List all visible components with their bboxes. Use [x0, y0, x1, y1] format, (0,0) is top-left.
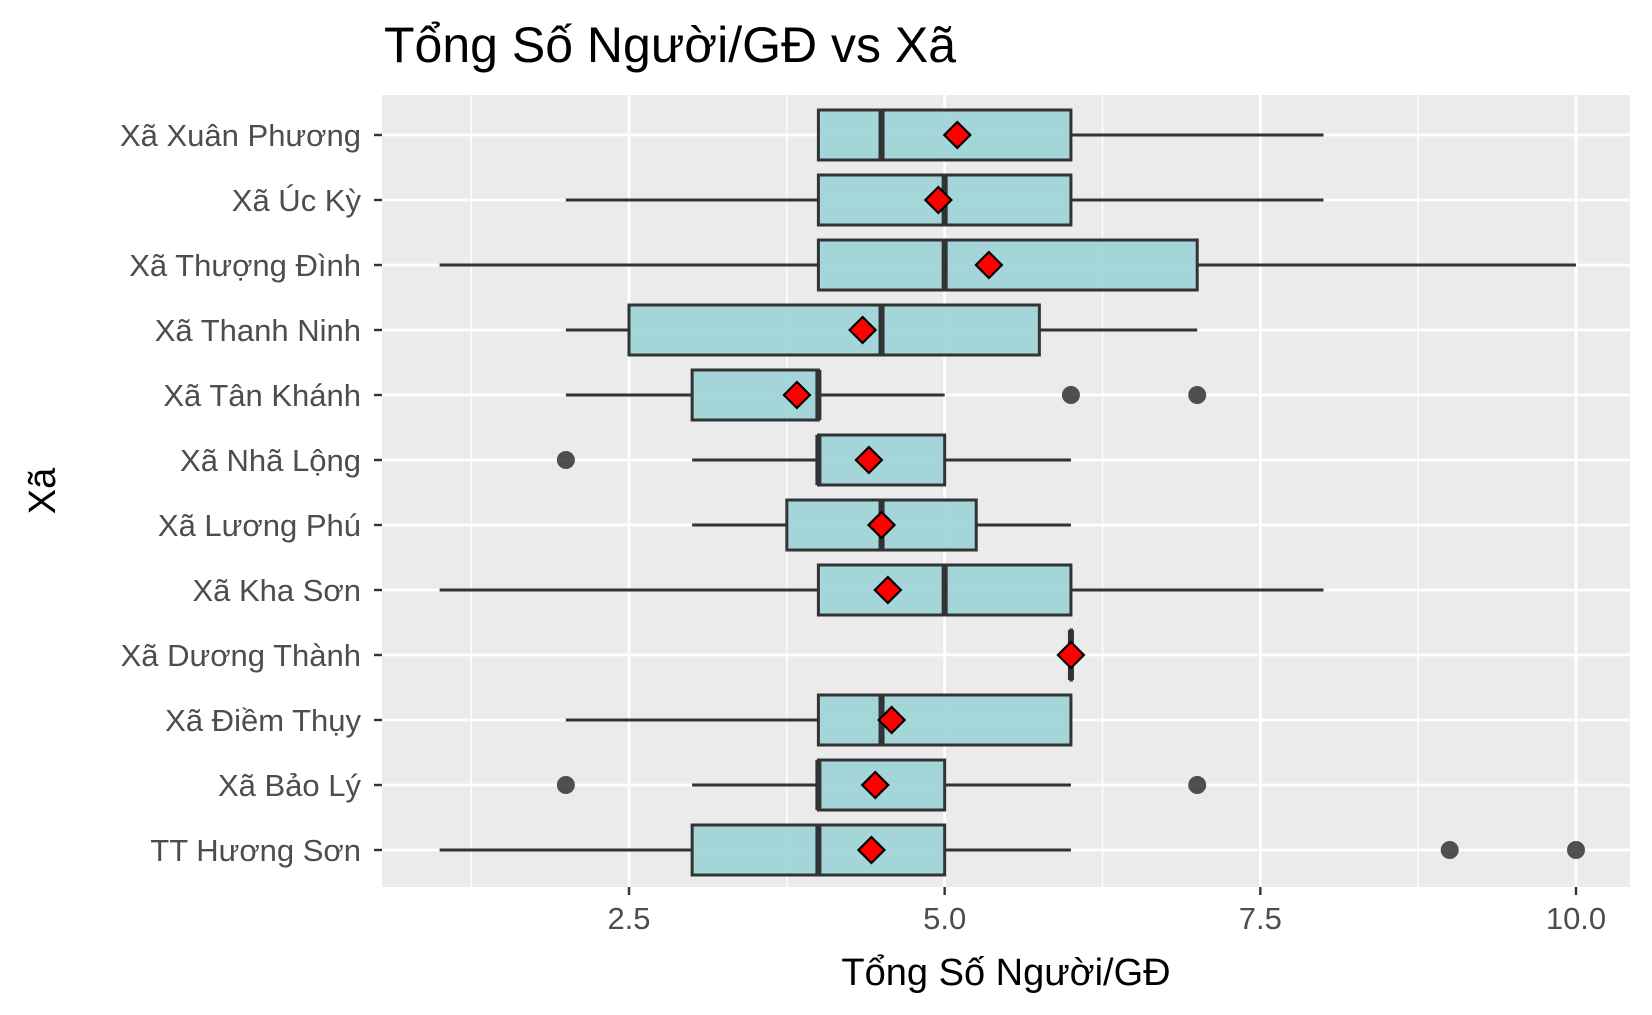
- mean-marker: [923, 185, 953, 215]
- box-iqr: [627, 303, 1041, 357]
- box-group: [816, 108, 1324, 162]
- y-axis: Xã Xuân Phương Xã Úc Kỳ Xã Thượng Đình Xã T…: [120, 118, 382, 868]
- box-group: [692, 498, 1071, 552]
- outlier-point: [556, 776, 575, 794]
- y-tick-label: Xã Kha Sơn: [192, 573, 361, 608]
- box-group: [565, 303, 1198, 357]
- outlier-point: [1188, 386, 1207, 404]
- mean-marker: [877, 705, 907, 735]
- box-group: [556, 758, 1207, 812]
- box-iqr: [816, 693, 1073, 747]
- x-tick-label: 5.0: [923, 901, 966, 936]
- chart-title: Tổng Số Người/GĐ vs Xã: [384, 17, 956, 73]
- y-tick-label: Xã Thượng Đình: [129, 248, 361, 283]
- mean-marker: [974, 250, 1004, 280]
- box-group: [565, 368, 1207, 422]
- mean-marker: [782, 380, 812, 410]
- box-group: [565, 693, 1073, 747]
- y-tick-label: Xã Dương Thành: [121, 638, 361, 673]
- box-group: [565, 173, 1324, 227]
- box-series: [439, 108, 1585, 877]
- x-tick-label: 2.5: [607, 901, 650, 936]
- outlier-point: [556, 451, 575, 469]
- y-tick-label: Xã Bảo Lý: [218, 768, 362, 803]
- box-group: [439, 238, 1576, 292]
- y-tick-label: TT Hương Sơn: [150, 833, 361, 868]
- y-axis-title: Xã: [22, 467, 64, 514]
- x-axis: 2.5 5.0 7.5 10.0: [607, 887, 1606, 936]
- outlier-point: [1188, 776, 1207, 794]
- box-iqr: [816, 238, 1199, 292]
- mean-marker: [854, 445, 884, 475]
- outlier-point: [1567, 841, 1585, 859]
- y-tick-label: Xã Xuân Phương: [120, 118, 361, 153]
- mean-marker: [942, 120, 972, 150]
- mean-marker: [856, 835, 886, 865]
- x-tick-label: 10.0: [1546, 901, 1606, 936]
- y-tick-label: Xã Úc Kỳ: [232, 183, 362, 218]
- x-tick-label: 7.5: [1239, 901, 1282, 936]
- mean-marker: [866, 510, 897, 540]
- y-tick-label: Xã Tân Khánh: [163, 378, 361, 413]
- y-tick-label: Xã Điềm Thụy: [165, 703, 361, 738]
- y-tick-label: Xã Nhã Lộng: [180, 443, 361, 478]
- minor-gridlines: [470, 95, 1419, 887]
- box-group: [1056, 628, 1086, 682]
- plot-panel: [382, 95, 1630, 887]
- mean-marker: [860, 770, 890, 800]
- x-axis-title: Tổng Số Người/GĐ: [841, 952, 1170, 994]
- outlier-point: [1061, 386, 1080, 404]
- mean-marker: [873, 575, 903, 605]
- mean-marker: [1056, 640, 1086, 670]
- outlier-point: [1440, 841, 1459, 859]
- mean-marker: [848, 315, 878, 345]
- box-group: [439, 823, 1585, 877]
- y-tick-label: Xã Lương Phú: [158, 508, 361, 543]
- y-tick-label: Xã Thanh Ninh: [155, 313, 361, 348]
- box-group: [439, 563, 1324, 617]
- box-group: [556, 433, 1071, 487]
